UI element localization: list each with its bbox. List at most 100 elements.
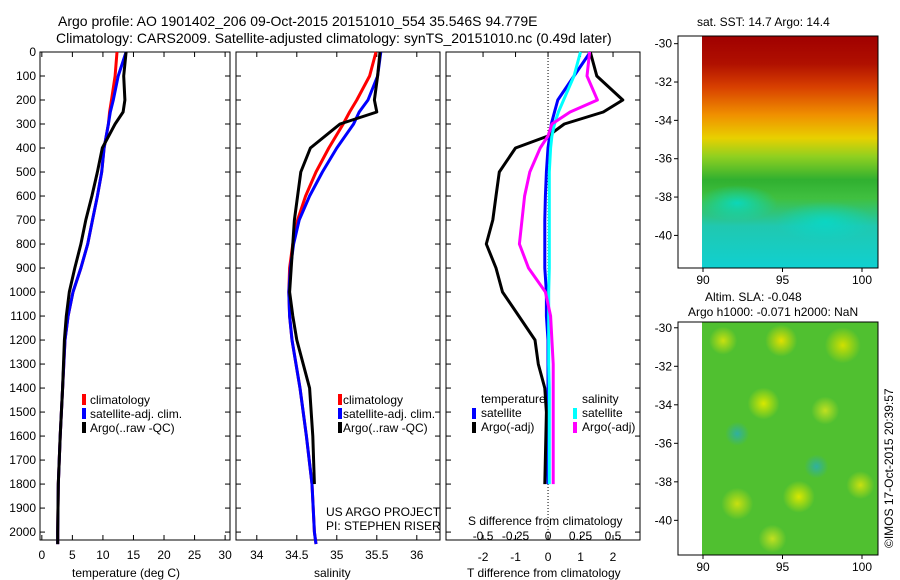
depth-tick-label: 1900 <box>9 501 36 515</box>
salinity-xlabel: salinity <box>314 566 351 580</box>
pi-annotation: PI: STEPHEN RISER <box>326 519 441 533</box>
series-line-temperature-argo-adj- <box>484 51 625 485</box>
lat-tick-label: -34 <box>655 113 673 127</box>
difference-x2label: S difference from climatology <box>468 514 623 528</box>
plot-frame-difference <box>445 51 641 541</box>
difference-legend: temperature satellite Argo(-adj) salinit… <box>472 392 635 434</box>
legend-label: Argo(-adj) <box>481 420 534 434</box>
depth-tick-label: 300 <box>16 117 36 131</box>
depth-tick-label: 1300 <box>9 357 36 371</box>
legend-title-salinity: salinity <box>582 392 619 406</box>
legend-label: Argo(..raw -QC) <box>90 421 175 435</box>
depth-tick-label: 1100 <box>10 309 36 323</box>
x-tick-label: 34 <box>250 548 264 562</box>
x-tick-label: 36 <box>410 548 424 562</box>
depth-tick-label: 800 <box>16 237 36 251</box>
lat-tick-label: -34 <box>655 398 673 412</box>
legend-label: satellite <box>481 406 522 420</box>
legend-swatch-s-satellite <box>573 408 577 419</box>
x-tick-label: 35 <box>330 548 344 562</box>
x-tick-label: 25 <box>188 548 202 562</box>
x-tick-label: 15 <box>127 548 141 562</box>
lon-tick-label: 95 <box>776 273 790 287</box>
legend-swatch-argo <box>82 422 86 433</box>
x2-tick-label: 0.5 <box>605 529 622 543</box>
legend-swatch-climatology <box>82 394 86 405</box>
legend-label: climatology <box>90 393 150 407</box>
legend-label: satellite <box>582 406 623 420</box>
legend-swatch-argo <box>338 422 342 433</box>
legend-label: Argo(-adj) <box>582 420 635 434</box>
lat-tick-label: -30 <box>655 321 673 335</box>
x-tick-label: 1 <box>577 550 584 564</box>
depth-tick-label: 100 <box>16 69 36 83</box>
x-tick-label: 34.5 <box>285 548 309 562</box>
difference-xlabel: T difference from climatology <box>467 566 621 580</box>
legend-swatch-t-satellite <box>472 408 476 419</box>
legend-swatch-t-argo <box>472 422 476 433</box>
legend-swatch-satellite <box>82 408 86 419</box>
legend-title-temperature: temperature <box>481 392 546 406</box>
series-line-satellite-adj-clim- <box>287 51 383 545</box>
lat-tick-label: -40 <box>655 513 673 527</box>
legend-swatch-satellite <box>338 408 342 419</box>
legend-label: Argo(..raw -QC) <box>343 421 428 435</box>
lat-tick-label: -32 <box>655 359 673 373</box>
depth-tick-label: 200 <box>16 93 36 107</box>
depth-tick-label: 1700 <box>9 453 36 467</box>
sst-heatmap <box>702 36 878 268</box>
lat-tick-label: -38 <box>655 475 673 489</box>
title-line-1: Argo profile: AO 1901402_206 09-Oct-2015… <box>58 13 538 29</box>
depth-tick-label: 2000 <box>9 525 36 539</box>
salinity-legend: climatology satellite-adj. clim. Argo(..… <box>338 393 435 435</box>
lat-tick-label: -40 <box>655 228 673 242</box>
sst-map-title: sat. SST: 14.7 Argo: 14.4 <box>697 15 830 29</box>
x-tick-label: 35.5 <box>365 548 389 562</box>
x-tick-label: 10 <box>96 548 110 562</box>
series-line-climatology <box>287 51 378 545</box>
lat-tick-label: -38 <box>655 190 673 204</box>
lon-tick-label: 90 <box>696 560 710 574</box>
project-annotation: US ARGO PROJECT <box>326 505 441 519</box>
depth-tick-label: 1200 <box>9 333 36 347</box>
sla-heatmap <box>702 322 878 555</box>
depth-tick-label: 700 <box>16 213 36 227</box>
sla-map-title-2: Argo h1000: -0.071 h2000: NaN <box>688 305 858 319</box>
depth-tick-label: 0 <box>29 45 36 59</box>
copyright-text: ©IMOS 17-Oct-2015 20:39:57 <box>882 388 896 548</box>
lat-tick-label: -36 <box>655 436 673 450</box>
series-line-argo-raw-qc- <box>288 51 382 485</box>
x-tick-label: 5 <box>69 548 76 562</box>
legend-swatch-climatology <box>338 394 342 405</box>
x2-tick-label: -0.25 <box>502 529 530 543</box>
x-tick-label: 2 <box>610 550 617 564</box>
depth-tick-label: 1500 <box>9 405 36 419</box>
depth-tick-label: 400 <box>16 141 36 155</box>
depth-tick-label: 1800 <box>9 477 36 491</box>
map-frame <box>677 321 879 556</box>
x-tick-label: 0 <box>38 548 45 562</box>
title-line-2: Climatology: CARS2009. Satellite-adjuste… <box>56 30 612 46</box>
temperature-xlabel: temperature (deg C) <box>72 566 180 580</box>
x-tick-label: -1 <box>510 550 521 564</box>
temperature-legend: climatology satellite-adj. clim. Argo(..… <box>82 393 182 435</box>
lon-tick-label: 90 <box>696 273 710 287</box>
legend-label: climatology <box>343 393 403 407</box>
x-tick-label: 30 <box>218 548 232 562</box>
series-line-argo-raw-qc- <box>56 51 128 545</box>
legend-swatch-s-argo <box>573 422 577 433</box>
depth-tick-label: 500 <box>16 165 36 179</box>
legend-label: satellite-adj. clim. <box>90 407 182 421</box>
map-frame <box>677 35 879 269</box>
plot-frame-temperature <box>39 51 231 541</box>
depth-tick-label: 600 <box>16 189 36 203</box>
series-line-salinity-argo-adj- <box>517 51 599 485</box>
depth-tick-label: 1000 <box>9 285 36 299</box>
sla-map-title-1: Altim. SLA: -0.048 <box>705 290 802 304</box>
x2-tick-label: 0.25 <box>569 529 593 543</box>
lon-tick-label: 100 <box>852 560 872 574</box>
lat-tick-label: -32 <box>655 75 673 89</box>
x-tick-label: 0 <box>545 550 552 564</box>
